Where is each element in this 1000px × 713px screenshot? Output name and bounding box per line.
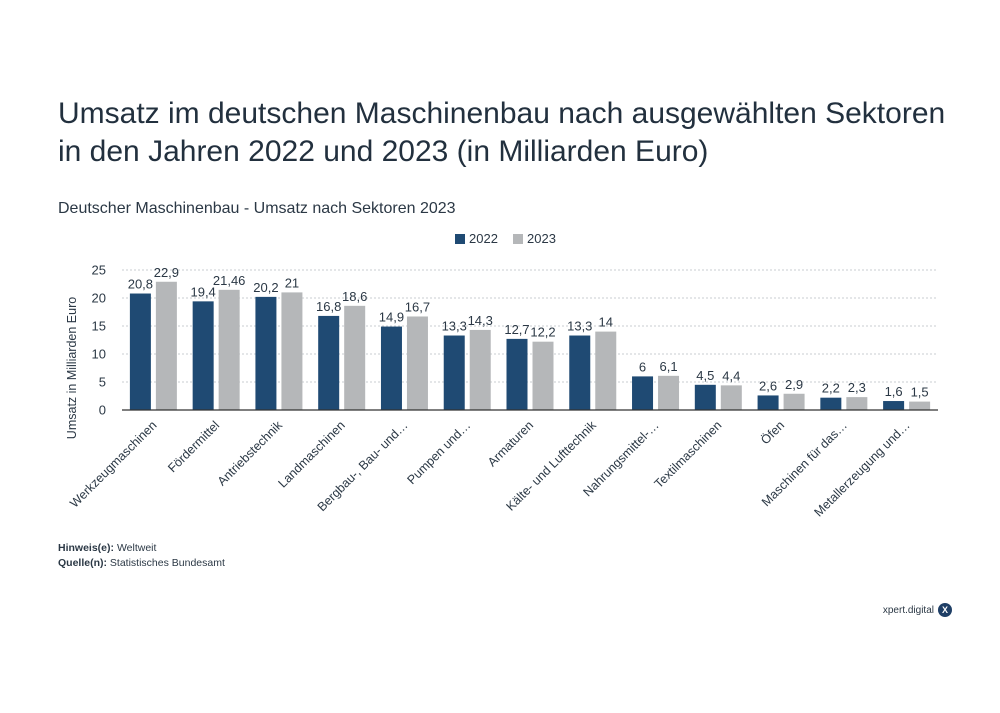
bar-2022-1 [192,301,214,410]
bar-2023-3 [344,305,366,410]
y-tick-label: 25 [92,263,106,278]
bar-2022-6 [506,338,528,410]
bar-2022-7 [569,335,591,410]
x-tick-label: Pumpen und… [404,418,473,487]
source-label: Quelle(n): [58,557,107,569]
data-label: 13,3 [442,319,467,334]
data-label: 13,3 [567,319,592,334]
bar-2023-8 [658,375,680,410]
legend-swatch-2023 [513,234,523,244]
data-label: 12,2 [530,325,555,340]
data-label: 14,9 [379,310,404,325]
y-tick-label: 5 [99,375,106,390]
data-label: 1,5 [911,385,929,400]
x-tick-label: Fördermittel [165,418,222,475]
bar-2023-0 [155,281,177,410]
chart-subtitle: Deutscher Maschinenbau - Umsatz nach Sek… [58,200,456,217]
y-axis-title: Umsatz in Milliarden Euro [65,297,79,439]
bar-2022-12 [883,401,905,410]
data-label: 18,6 [342,289,367,304]
bar-2023-9 [720,385,742,410]
bar-2023-7 [595,331,617,410]
hint-line: Hinweis(e): Weltweit [58,541,225,556]
data-label: 2,6 [759,378,777,393]
data-label: 2,3 [848,380,866,395]
brand-logo[interactable]: xpert.digital X [883,603,952,617]
bar-2023-10 [783,393,805,410]
x-tick-label: Öfen [758,418,787,447]
x-tick-label: Antriebstechnik [215,418,286,489]
bar-2023-12 [909,401,931,410]
data-label: 19,4 [190,284,215,299]
bar-2023-6 [532,341,554,410]
bar-2023-5 [469,329,491,410]
y-tick-label: 0 [99,403,106,418]
data-label: 14,3 [468,313,493,328]
y-tick-label: 10 [92,347,106,362]
legend-swatch-2022 [455,234,465,244]
y-tick-label: 15 [92,319,106,334]
brand-mark-icon: X [938,603,952,617]
y-tick-label: 20 [92,291,106,306]
data-label: 21,46 [213,273,246,288]
bar-2023-4 [406,316,428,410]
legend-label-2023: 2023 [527,231,556,246]
data-label: 21 [285,275,299,290]
data-label: 1,6 [885,384,903,399]
bar-chart: 2022 2023 0 5 10 15 20 25 Umsatz in Milliarden E… [65,231,938,520]
data-label: 2,9 [785,377,803,392]
data-label: 22,9 [154,265,179,280]
bar-2022-0 [129,293,151,410]
brand-name: xpert.digital [882,604,934,616]
source-line: Quelle(n): Statistisches Bundesamt [58,556,225,571]
bar-2023-1 [218,289,240,410]
bar-2022-4 [380,326,402,410]
data-label: 20,8 [128,277,153,292]
page-title: Umsatz im deutschen Maschinenbau nach au… [58,97,946,168]
data-label: 16,7 [405,299,430,314]
x-tick-label: Werkzeugmaschinen [67,418,159,510]
bar-2022-2 [255,296,277,410]
hint-value: Weltweit [116,542,157,554]
bar-2022-3 [318,315,340,410]
legend-label-2022: 2022 [469,231,498,246]
bar-2022-5 [443,335,465,410]
data-label: 16,8 [316,299,341,314]
data-label: 20,2 [253,280,278,295]
bar-2022-8 [632,376,654,410]
data-label: 6,1 [659,359,677,374]
bar-2023-2 [281,292,303,410]
hint-label: Hinweis(e): [58,542,115,554]
x-tick-label: Landmaschinen [276,418,348,490]
bar-2022-9 [694,384,716,410]
data-label: 14 [599,315,613,330]
bar-2023-11 [846,397,868,410]
data-label: 4,4 [722,368,740,383]
x-tick-label: Armaturen [485,418,536,469]
data-label: 12,7 [504,322,529,337]
data-label: 6 [639,359,646,374]
bar-2022-11 [820,397,842,410]
chart-notes: Hinweis(e): Weltweit Quelle(n): Statisti… [58,541,225,571]
data-label: 4,5 [696,368,714,383]
source-value: Statistisches Bundesamt [109,557,225,569]
bar-2022-10 [757,395,779,410]
data-label: 2,2 [822,381,840,396]
x-tick-label: Textilmaschinen [652,418,725,491]
